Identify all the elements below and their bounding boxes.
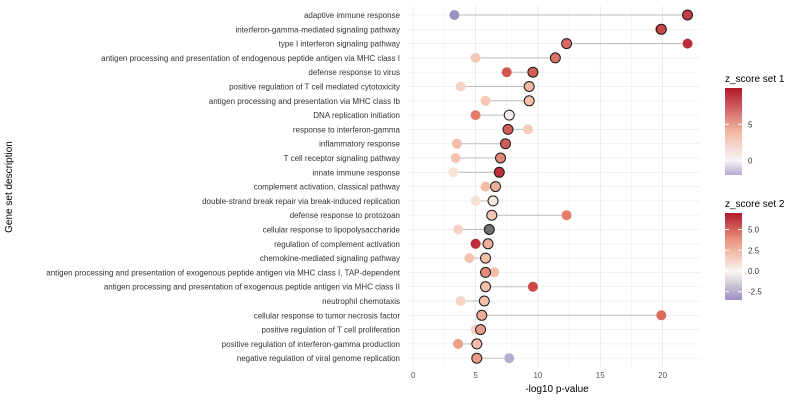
x-tick-label: 10 xyxy=(533,371,542,380)
category-label: antigen processing and presentation of e… xyxy=(104,283,400,292)
point-set-1 xyxy=(471,338,483,350)
point-set-1 xyxy=(478,295,490,307)
point-set-2 xyxy=(449,10,460,20)
point-set-1 xyxy=(480,266,492,278)
category-label: positive regulation of T cell mediated c… xyxy=(229,83,400,92)
point-set-2 xyxy=(455,296,466,306)
category-label: interferon-gamma-mediated signaling path… xyxy=(235,25,400,34)
point-set-1 xyxy=(523,95,535,107)
legend-z-score-set-2: z_score set 2 5.0 2.5 0.0 -2.5 xyxy=(725,199,785,300)
point-set-1 xyxy=(549,52,561,64)
point-set-1 xyxy=(493,166,505,178)
point-set-1 xyxy=(502,123,514,135)
category-label: antigen processing and presentation of e… xyxy=(46,268,400,277)
point-set-2 xyxy=(448,167,459,178)
point-set-1 xyxy=(480,252,492,264)
point-set-1 xyxy=(483,224,495,235)
legend-1-colorbar xyxy=(725,88,742,175)
point-set-1 xyxy=(471,352,483,364)
point-set-2 xyxy=(453,224,464,235)
legend-tick-label: 2.5 xyxy=(748,246,760,255)
point-set-2 xyxy=(470,238,481,249)
point-set-2 xyxy=(501,67,512,78)
category-label: innate immune response xyxy=(312,168,400,177)
point-set-1 xyxy=(523,81,535,92)
plot-panel xyxy=(407,6,700,368)
category-label: T cell receptor signaling pathway xyxy=(284,154,400,163)
legend-tick-label: 5 xyxy=(748,120,753,129)
category-label: negative regulation of viral genome repl… xyxy=(237,354,400,363)
category-label: positive regulation of interferon-gamma … xyxy=(222,340,400,349)
point-set-2 xyxy=(470,110,481,121)
legend-tick-label: 5.0 xyxy=(748,226,760,235)
point-set-1 xyxy=(682,9,694,21)
category-label: positive regulation of T cell proliferat… xyxy=(262,326,400,335)
y-axis-title: Gene set description xyxy=(4,141,15,233)
point-set-1 xyxy=(655,23,667,35)
category-label: antigen processing and presentation of e… xyxy=(101,54,400,63)
point-set-2 xyxy=(480,95,491,106)
point-set-2 xyxy=(455,81,466,92)
x-tick-label: 20 xyxy=(658,371,667,380)
category-label: type I interferon signaling pathway xyxy=(279,40,400,49)
category-label: defense response to protozoan xyxy=(290,211,400,220)
category-label: complement activation, classical pathway xyxy=(254,183,400,192)
x-axis-title: -log10 p-value xyxy=(525,384,589,395)
point-set-2 xyxy=(522,124,533,135)
point-set-2 xyxy=(464,253,475,264)
category-label: antigen processing and presentation via … xyxy=(209,97,401,106)
category-label: response to interferon-gamma xyxy=(293,125,401,134)
legend-z-score-set-1: z_score set 1 0 5 xyxy=(725,74,785,175)
category-label: cellular response to lipopolysaccharide xyxy=(263,226,401,235)
category-label: chemokine-mediated signaling pathway xyxy=(260,254,400,263)
point-set-2 xyxy=(480,181,491,192)
point-set-1 xyxy=(476,309,488,321)
category-label: neutrophil chemotaxis xyxy=(322,297,400,306)
legend-tick-label: 0.0 xyxy=(748,267,760,276)
point-set-1 xyxy=(482,238,494,250)
category-label: adaptive immune response xyxy=(304,11,401,20)
x-tick-label: 0 xyxy=(411,371,416,380)
point-set-1 xyxy=(480,281,492,293)
category-label: regulation of complement activation xyxy=(274,240,400,249)
series-set-1-points xyxy=(471,9,694,364)
point-set-2 xyxy=(470,195,481,206)
point-set-2 xyxy=(451,138,462,149)
point-set-1 xyxy=(561,38,573,50)
legend-2-title: z_score set 2 xyxy=(725,199,785,210)
legend-tick-label: -2.5 xyxy=(748,288,762,297)
series-set-2-points xyxy=(448,10,693,364)
point-set-2 xyxy=(656,310,667,321)
point-set-2 xyxy=(453,338,464,349)
point-set-2 xyxy=(470,52,481,63)
legend-tick-label: 0 xyxy=(748,157,753,166)
category-label: DNA replication initiation xyxy=(313,111,400,120)
y-axis-labels: adaptive immune response interferon-gamma… xyxy=(46,11,400,363)
point-set-1 xyxy=(503,109,515,121)
point-set-1 xyxy=(487,195,499,207)
point-set-1 xyxy=(475,324,487,336)
point-set-2 xyxy=(504,353,515,364)
point-set-2 xyxy=(450,153,461,163)
point-set-1 xyxy=(490,181,502,193)
point-set-1 xyxy=(486,209,498,221)
point-set-2 xyxy=(682,38,693,49)
point-set-1 xyxy=(499,138,511,150)
point-set-1 xyxy=(495,152,507,164)
point-set-1 xyxy=(527,66,539,78)
x-tick-label: 5 xyxy=(473,371,478,380)
point-set-2 xyxy=(489,267,500,278)
legend-1-title: z_score set 1 xyxy=(725,74,785,85)
point-set-2 xyxy=(527,281,538,292)
point-set-2 xyxy=(561,210,572,221)
category-label: cellular response to tumor necrosis fact… xyxy=(254,311,401,320)
category-label: double-strand break repair via break-ind… xyxy=(202,197,400,206)
x-axis-ticks: 0 5 10 15 20 xyxy=(411,371,668,380)
category-label: defense response to virus xyxy=(308,68,400,77)
legend-2-colorbar xyxy=(725,213,742,300)
x-tick-label: 15 xyxy=(596,371,605,380)
category-label: inflammatory response xyxy=(319,140,400,149)
